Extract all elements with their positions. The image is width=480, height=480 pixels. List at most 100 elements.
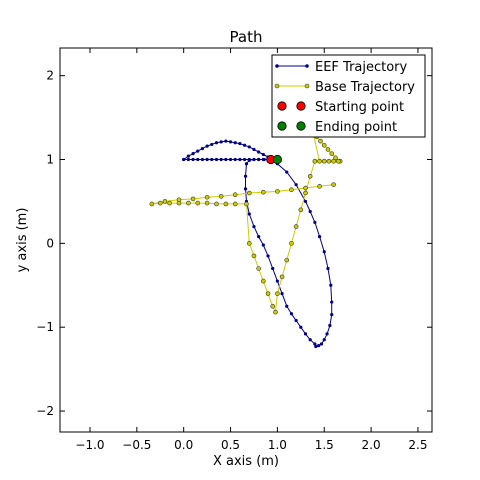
data-point <box>176 197 182 203</box>
data-point <box>321 158 327 164</box>
data-point <box>326 158 332 164</box>
legend-marker <box>277 121 287 131</box>
x-tick-label: 1.5 <box>315 438 334 452</box>
data-point <box>228 140 233 144</box>
legend-item: Base Trajectory <box>274 80 415 95</box>
points-layer <box>266 154 282 165</box>
data-point <box>238 157 242 162</box>
data-point <box>257 157 261 162</box>
data-point <box>228 157 233 162</box>
data-point <box>261 278 266 284</box>
data-point <box>224 157 228 162</box>
legend-marker <box>304 83 310 89</box>
data-point <box>196 157 200 162</box>
data-point <box>308 338 312 342</box>
data-point <box>210 142 214 147</box>
data-point <box>200 157 205 162</box>
data-point <box>223 201 229 207</box>
data-point <box>275 279 279 283</box>
data-point <box>261 243 265 247</box>
data-point <box>313 342 317 346</box>
data-point <box>317 344 321 348</box>
data-point <box>317 158 322 164</box>
data-point <box>275 189 280 194</box>
data-point <box>303 332 308 336</box>
data-point <box>328 323 332 328</box>
series-base-trajectory <box>149 130 343 315</box>
data-point <box>261 157 265 162</box>
legend-label: EEF Trajectory <box>315 60 408 75</box>
legend-label: Starting point <box>315 100 404 115</box>
data-point <box>303 185 308 191</box>
legend-marker <box>296 101 306 111</box>
data-point <box>308 209 312 214</box>
legend: EEF Trajectory Base Trajectory Starting po… <box>271 54 426 138</box>
data-point <box>333 155 338 161</box>
data-point <box>326 266 330 271</box>
data-point <box>242 143 247 147</box>
data-point <box>257 235 261 239</box>
data-point <box>331 158 336 164</box>
data-point <box>289 241 294 246</box>
data-point <box>275 291 280 296</box>
x-tick-label: 1.0 <box>268 438 287 452</box>
y-tick-label: 0 <box>46 236 54 250</box>
data-point <box>293 224 299 229</box>
data-point <box>303 199 308 204</box>
data-point <box>285 170 289 174</box>
data-point <box>331 182 336 187</box>
data-point <box>265 291 271 296</box>
data-point <box>244 162 249 166</box>
data-point <box>261 189 266 195</box>
data-point <box>233 157 237 162</box>
y-tick-label: −1 <box>36 320 54 334</box>
data-point <box>232 192 238 198</box>
data-point <box>314 344 318 349</box>
plot-area: −1.0 −0.5 0.0 0.5 1.0 1.5 2.0 2.5 −2 −1 0 1 2 <box>36 47 433 452</box>
series-eef-trajectory <box>182 139 334 349</box>
data-point <box>279 274 285 280</box>
data-point <box>251 253 257 259</box>
data-point <box>298 207 304 213</box>
data-point <box>157 200 163 206</box>
y-tick-label: −2 <box>36 404 54 418</box>
data-point <box>312 158 318 164</box>
legend-marker <box>305 64 309 68</box>
data-point <box>224 139 228 143</box>
data-point <box>232 201 238 207</box>
x-tick-label: 2.0 <box>362 438 381 452</box>
data-point <box>238 141 242 146</box>
data-point <box>271 266 275 271</box>
data-point <box>219 157 223 162</box>
chart-title: Path <box>230 28 263 46</box>
data-point <box>319 342 324 346</box>
legend-item: EEF Trajectory <box>275 60 408 75</box>
data-point <box>204 200 210 206</box>
data-point <box>330 300 334 304</box>
legend-marker <box>274 83 280 89</box>
data-point <box>299 325 303 329</box>
data-point <box>252 224 256 229</box>
data-point <box>186 157 190 162</box>
x-tick-label: −0.5 <box>122 438 151 452</box>
data-point <box>246 190 252 196</box>
data-point <box>294 318 298 323</box>
data-point <box>307 173 313 179</box>
data-point <box>289 187 294 192</box>
data-point <box>191 152 195 156</box>
data-point <box>214 141 219 145</box>
data-point <box>233 141 237 145</box>
legend-marker <box>277 101 287 111</box>
series-layer <box>149 130 343 349</box>
x-tick-label: 0.5 <box>221 438 240 452</box>
legend-item: Ending point <box>277 120 397 135</box>
data-point <box>261 152 265 157</box>
data-point <box>205 157 209 162</box>
data-point <box>280 292 284 296</box>
data-point <box>325 332 329 336</box>
data-point <box>186 154 190 158</box>
x-tick-label: 0.0 <box>174 438 193 452</box>
data-point <box>205 144 209 148</box>
data-point <box>252 147 256 152</box>
